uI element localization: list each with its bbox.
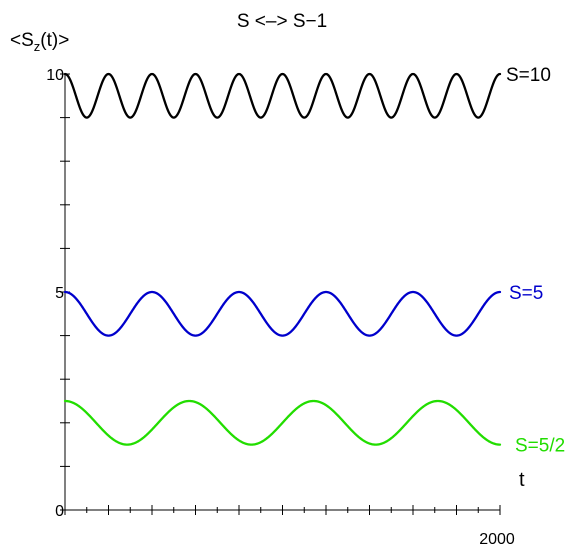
series-line-s-5-2 — [63, 399, 502, 446]
y-axis-label: <Sz(t)> — [10, 30, 69, 54]
series-label: S=5 — [509, 283, 543, 304]
y-axis-label-subscript: z — [34, 39, 41, 54]
y-tick-labels: 0 5 10 — [46, 67, 64, 520]
series-line-s-10 — [63, 72, 502, 119]
y-tick-label: 10 — [46, 67, 64, 84]
x-tick-labels: 2000 — [479, 531, 515, 548]
series-label: S=5/2 — [515, 436, 565, 457]
x-tick-label: 2000 — [479, 531, 515, 548]
y-tick-label: 0 — [55, 503, 64, 520]
series-line-s-5 — [63, 290, 502, 337]
y-tick-label: 5 — [55, 285, 64, 302]
series-group — [63, 72, 502, 446]
x-axis-label: t — [519, 469, 525, 491]
y-axis-label-suffix: (t)> — [40, 30, 69, 51]
chart-title: S <–> S−1 — [237, 11, 327, 32]
x-ticks — [64, 505, 501, 515]
series-label: S=10 — [506, 65, 551, 86]
series-labels: S=10 S=5 S=5/2 — [506, 65, 565, 457]
y-axis-label-prefix: <S — [10, 30, 34, 51]
